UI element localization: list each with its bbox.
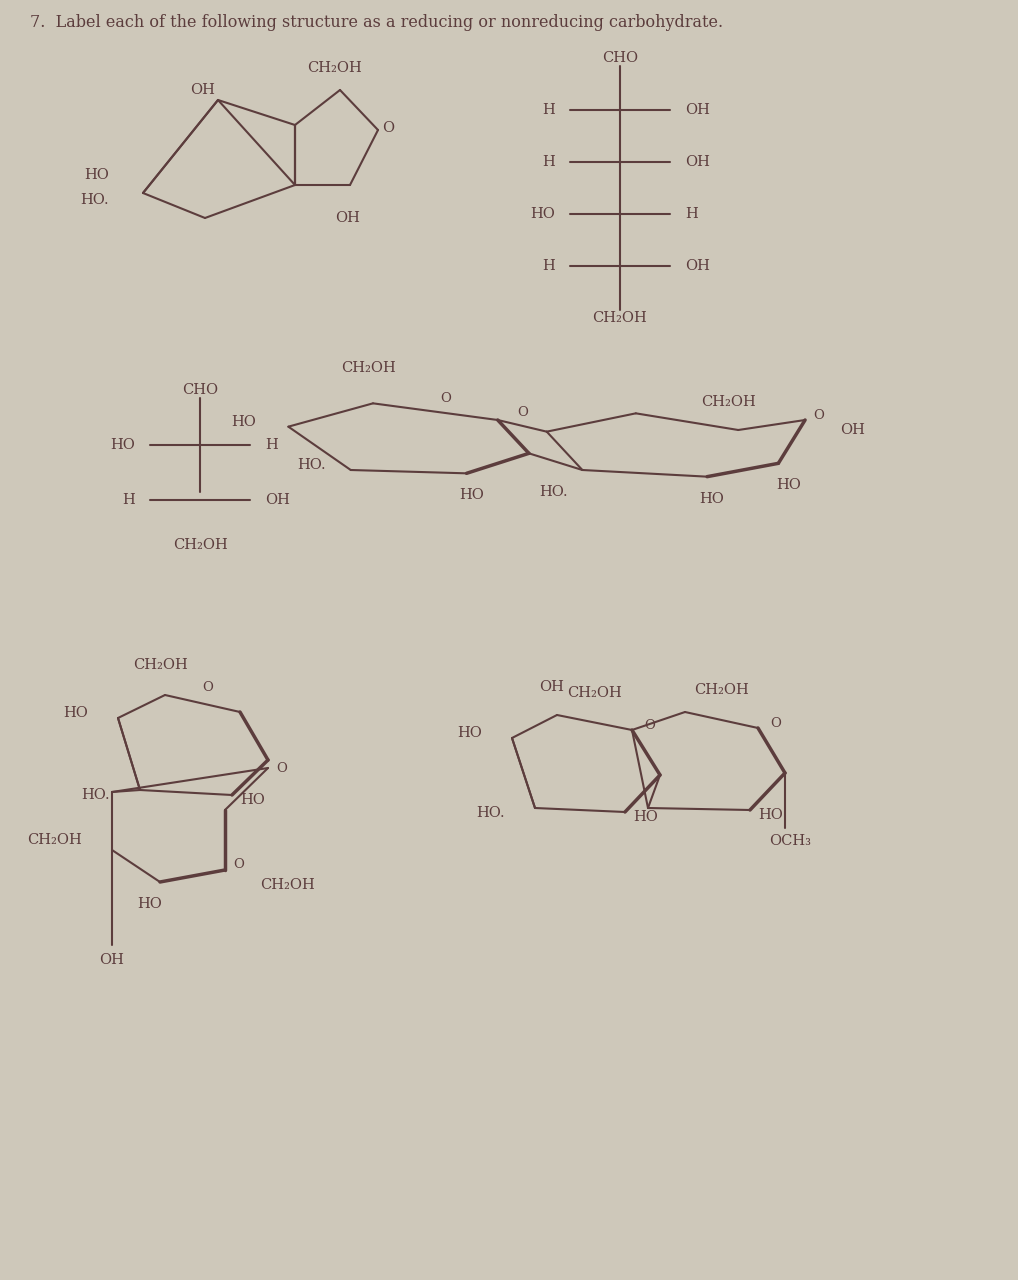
Text: OCH₃: OCH₃: [769, 835, 811, 849]
Text: HO: HO: [240, 794, 265, 806]
Text: CH₂OH: CH₂OH: [132, 658, 187, 672]
Text: O: O: [202, 681, 213, 694]
Text: CHO: CHO: [182, 383, 218, 397]
Text: OH: OH: [265, 493, 290, 507]
Text: O: O: [644, 718, 655, 731]
Text: CH₂OH: CH₂OH: [592, 311, 647, 325]
Text: CH₂OH: CH₂OH: [173, 538, 227, 552]
Text: HO: HO: [758, 808, 783, 822]
Text: HO: HO: [63, 707, 88, 719]
Text: OH: OH: [685, 259, 710, 273]
Text: O: O: [233, 859, 244, 872]
Text: H: H: [265, 438, 278, 452]
Text: HO: HO: [457, 726, 482, 740]
Text: OH: OH: [685, 155, 710, 169]
Text: CH₂OH: CH₂OH: [701, 396, 755, 410]
Text: HO.: HO.: [81, 788, 110, 803]
Text: CH₂OH: CH₂OH: [341, 361, 395, 375]
Text: HO.: HO.: [297, 458, 326, 472]
Text: CH₂OH: CH₂OH: [694, 684, 749, 698]
Text: CHO: CHO: [602, 51, 638, 65]
Text: HO: HO: [776, 479, 801, 493]
Text: HO.: HO.: [80, 193, 109, 207]
Text: 7.  Label each of the following structure as a reducing or nonreducing carbohydr: 7. Label each of the following structure…: [30, 14, 723, 31]
Text: O: O: [517, 406, 527, 419]
Text: HO: HO: [699, 492, 725, 506]
Text: H: H: [543, 102, 555, 116]
Text: O: O: [382, 122, 394, 134]
Text: OH: OH: [840, 422, 865, 436]
Text: HO: HO: [530, 207, 555, 221]
Text: HO: HO: [84, 168, 109, 182]
Text: O: O: [770, 717, 781, 730]
Text: OH: OH: [100, 954, 124, 966]
Text: HO: HO: [137, 897, 163, 911]
Text: HO.: HO.: [539, 485, 567, 499]
Text: CH₂OH: CH₂OH: [307, 61, 362, 76]
Text: HO: HO: [110, 438, 135, 452]
Text: CH₂OH: CH₂OH: [27, 833, 82, 847]
Text: HO.: HO.: [476, 806, 505, 820]
Text: CH₂OH: CH₂OH: [567, 686, 622, 700]
Text: H: H: [685, 207, 697, 221]
Text: OH: OH: [540, 680, 564, 694]
Text: O: O: [276, 762, 287, 774]
Text: H: H: [122, 493, 135, 507]
Text: HO: HO: [231, 415, 257, 429]
Text: HO: HO: [633, 810, 658, 824]
Text: OH: OH: [190, 83, 216, 97]
Text: HO: HO: [459, 489, 484, 502]
Text: O: O: [440, 392, 451, 404]
Text: OH: OH: [685, 102, 710, 116]
Text: CH₂OH: CH₂OH: [260, 878, 315, 892]
Text: OH: OH: [336, 211, 360, 225]
Text: O: O: [813, 408, 824, 421]
Text: H: H: [543, 155, 555, 169]
Text: H: H: [543, 259, 555, 273]
